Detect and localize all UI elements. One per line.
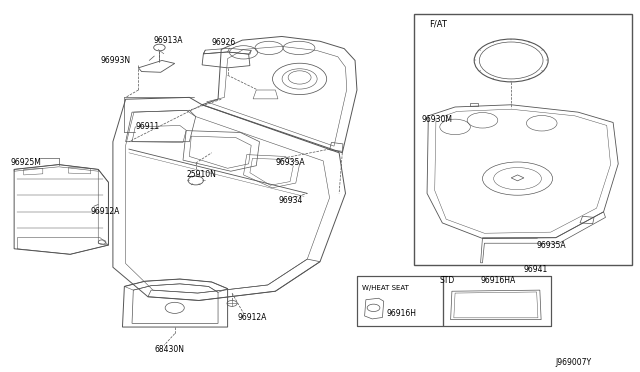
Text: 96925M: 96925M: [11, 157, 42, 167]
Bar: [414, 14, 632, 265]
Text: F/AT: F/AT: [429, 19, 447, 28]
Text: 96934: 96934: [278, 196, 303, 205]
Text: 96913A: 96913A: [153, 36, 182, 45]
Text: 96912A: 96912A: [237, 312, 266, 321]
Text: 96993N: 96993N: [100, 56, 131, 65]
Bar: [443, 276, 551, 326]
Text: 96916HA: 96916HA: [481, 276, 516, 285]
Text: 68430N: 68430N: [154, 345, 184, 354]
Text: 96935A: 96935A: [275, 157, 305, 167]
Text: 25910N: 25910N: [186, 170, 216, 179]
Text: 96930M: 96930M: [422, 115, 453, 124]
Text: J969007Y: J969007Y: [556, 358, 592, 367]
Text: 96911: 96911: [135, 122, 159, 131]
Bar: [357, 276, 551, 326]
Text: W/HEAT SEAT: W/HEAT SEAT: [362, 285, 409, 291]
Text: 96912A: 96912A: [91, 207, 120, 217]
Text: 96935A: 96935A: [537, 241, 566, 250]
Bar: [357, 276, 443, 326]
Text: 96941: 96941: [524, 264, 548, 273]
Text: 96916H: 96916H: [387, 309, 417, 318]
Text: STD: STD: [440, 276, 455, 285]
Text: 96926: 96926: [212, 38, 236, 46]
